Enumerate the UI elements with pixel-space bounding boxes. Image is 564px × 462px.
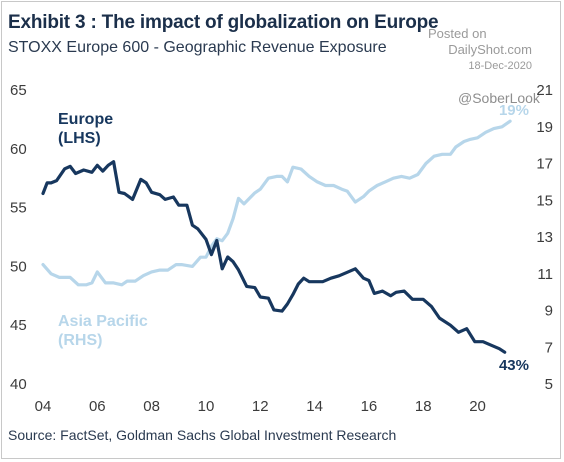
- y-right-tick-label: 13: [536, 229, 553, 246]
- asia-pacific-series-label-axis: (RHS): [58, 332, 102, 349]
- x-tick-label: 06: [89, 398, 106, 415]
- y-left-tick-label: 50: [10, 258, 27, 275]
- x-tick-label: 16: [361, 398, 378, 415]
- europe-series-label-axis: (LHS): [58, 130, 101, 147]
- chart-axes: 40 45 50 55 60 65 5 7 9 11 13 15 17 19 21 04 06 08 10 12 14 1…: [10, 82, 553, 415]
- posted-on-label: Posted on: [428, 26, 487, 41]
- x-tick-label: 20: [469, 398, 486, 415]
- chart-subtitle: STOXX Europe 600 - Geographic Revenue Ex…: [8, 39, 387, 56]
- x-tick-label: 18: [415, 398, 432, 415]
- europe-end-value-label: 43%: [499, 357, 529, 374]
- asia-pacific-line: [41, 119, 512, 287]
- y-right-tick-label: 11: [537, 266, 553, 283]
- europe-series-label: Europe: [58, 111, 113, 128]
- handle-watermark: @SoberLook: [458, 90, 540, 106]
- asia-pacific-end-value-label: 19%: [499, 102, 529, 119]
- x-tick-label: 14: [306, 398, 323, 415]
- y-right-tick-label: 19: [536, 119, 553, 136]
- chart-annotations: Europe (LHS) Asia Pacific (RHS) 43% 19%: [58, 102, 529, 374]
- x-tick-label: 12: [252, 398, 269, 415]
- y-left-tick-label: 55: [10, 200, 27, 217]
- y-right-tick-label: 15: [536, 192, 553, 209]
- asia-pacific-series-label: Asia Pacific: [58, 313, 148, 330]
- y-left-tick-label: 45: [10, 317, 27, 334]
- posted-date: 18-Dec-2020: [468, 60, 532, 72]
- x-tick-label: 10: [198, 398, 215, 415]
- x-tick-label: 04: [35, 398, 52, 415]
- y-left-tick-label: 60: [10, 141, 27, 158]
- europe-line: [41, 160, 507, 354]
- y-right-tick-label: 21: [536, 82, 553, 99]
- chart-title: Exhibit 3 : The impact of globalization …: [8, 12, 439, 33]
- y-right-tick-label: 5: [545, 376, 553, 393]
- x-tick-label: 08: [143, 398, 160, 415]
- source-note: Source: FactSet, Goldman Sachs Global In…: [8, 427, 397, 443]
- y-left-tick-label: 65: [10, 82, 27, 99]
- y-right-tick-label: 7: [545, 339, 553, 356]
- y-right-tick-label: 17: [536, 156, 553, 173]
- chart-series: [41, 119, 512, 354]
- y-right-tick-label: 9: [545, 303, 553, 320]
- posted-watermark: Posted on DailyShot.com 18-Dec-2020: [424, 26, 532, 74]
- posted-site: DailyShot.com: [448, 42, 532, 57]
- y-left-tick-label: 40: [10, 376, 27, 393]
